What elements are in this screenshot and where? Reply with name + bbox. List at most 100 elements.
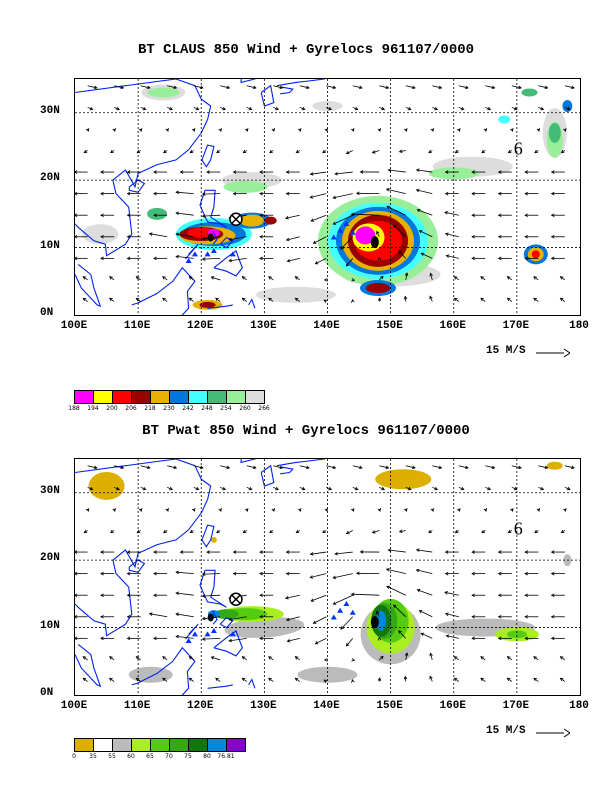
wind-arrow-head [471, 593, 475, 597]
wind-arrow-head [191, 128, 196, 132]
lon-label: 140E [313, 700, 340, 712]
wind-arrow-head [497, 256, 502, 261]
lat-label: 20N [40, 552, 60, 565]
wind-arrow [310, 193, 327, 198]
wind-arrow-head [411, 465, 416, 470]
wind-arrow [87, 85, 97, 89]
wind-arrow [295, 276, 300, 281]
wind-arrow [416, 569, 433, 575]
wind-arrow [176, 233, 194, 238]
wind-arrow-head [259, 550, 263, 554]
wind-arrow-head [89, 106, 94, 111]
wind-arrow-head [351, 658, 356, 662]
wind-arrow [430, 653, 433, 661]
wind-arrow [421, 252, 433, 259]
wind-arrow [242, 297, 247, 302]
wind-arrow-head [146, 465, 151, 470]
wind-arrow-head [328, 106, 333, 111]
wind-arrow-head [294, 297, 299, 302]
wind-arrow-head [188, 677, 193, 682]
wind-arrow-head [153, 256, 157, 261]
wind-arrow [202, 214, 221, 217]
wind-arrow-head [75, 550, 78, 554]
wind-arrow-head [386, 205, 391, 210]
wind-arrow-head [93, 85, 98, 90]
wind-arrow [310, 214, 327, 222]
wind-arrow [432, 486, 438, 490]
wind-arrow-head [524, 170, 528, 174]
wind-arrow [211, 656, 221, 661]
wind-arrow-head [404, 128, 408, 132]
wind-arrow-head [259, 256, 263, 261]
wind-arrow-head [259, 191, 263, 196]
wind-arrow [511, 465, 522, 469]
wind-arrow-head [533, 656, 537, 660]
wind-arrow [393, 224, 407, 238]
wind-arrow [140, 85, 150, 89]
wind-arrow [386, 568, 406, 575]
lon-label: 100E [60, 320, 88, 332]
wind-arrow-head [201, 572, 206, 576]
wind-arrow-head [142, 486, 147, 491]
panel1-colorbar [74, 390, 265, 404]
wind-arrow-head [188, 297, 193, 302]
wind-arrow-head [513, 486, 518, 491]
wind-arrow-head [169, 106, 173, 111]
panel1-ref-vector-label: 15 M/S [486, 345, 526, 357]
wind-arrow [246, 465, 257, 469]
wind-arrow-head [540, 106, 545, 111]
wind-arrow-head [415, 568, 420, 573]
wind-arrow [299, 465, 310, 469]
wind-arrow-head [259, 213, 263, 217]
wind-arrow-head [510, 508, 514, 512]
wind-arrow-head [454, 149, 459, 154]
wind-arrow-head [135, 656, 140, 660]
colorbar-swatch [74, 390, 94, 404]
wind-arrow [189, 276, 194, 281]
wind-arrow-head [75, 256, 78, 261]
wind-arrow [167, 106, 173, 110]
wind-arrow [202, 193, 221, 195]
wind-arrow-head [566, 106, 571, 111]
wind-arrow-head [305, 85, 310, 90]
wind-arrow-head [350, 212, 355, 217]
wind-arrow-head [222, 106, 226, 111]
wind-arrow-head [444, 612, 449, 616]
wind-arrow [333, 594, 353, 605]
wind-arrow-head [385, 188, 390, 192]
colorbar-tick-label: 80 [203, 753, 211, 760]
wind-arrow-head [126, 234, 131, 239]
coastline [75, 79, 326, 315]
wind-arrow [485, 486, 491, 490]
wind-arrow-head [471, 256, 475, 261]
wind-arrow [229, 616, 247, 621]
wind-arrow [538, 106, 544, 110]
lat-lon-grid [75, 79, 580, 315]
wind-arrow-head [398, 529, 403, 533]
wind-arrow [388, 549, 406, 553]
wind-arrow [287, 637, 300, 642]
wind-arrow [285, 214, 300, 219]
lon-label: 130E [250, 700, 277, 712]
wind-arrow-head [100, 234, 104, 239]
lat-label: 30N [40, 104, 60, 117]
wind-arrow-head [279, 85, 284, 90]
storm-center-marker [370, 616, 379, 629]
wind-arrow [379, 106, 385, 110]
wind-arrow-head [269, 529, 273, 534]
wind-arrow [295, 656, 300, 661]
triangle-marker [229, 631, 236, 637]
wind-arrow-head [497, 614, 502, 619]
wind-arrow-head [434, 486, 439, 491]
wind-arrow-head [403, 295, 408, 300]
wind-arrow-head [351, 278, 356, 282]
wind-arrow-head [199, 85, 204, 90]
wind-arrow [533, 677, 539, 682]
wind-arrow [268, 276, 274, 281]
wind-arrow-head [162, 529, 167, 534]
lon-label: 130E [250, 320, 277, 332]
wind-arrow [352, 106, 358, 110]
wind-arrow-head [454, 529, 459, 534]
wind-arrow-head [248, 486, 253, 491]
wind-arrow-head [571, 85, 575, 90]
